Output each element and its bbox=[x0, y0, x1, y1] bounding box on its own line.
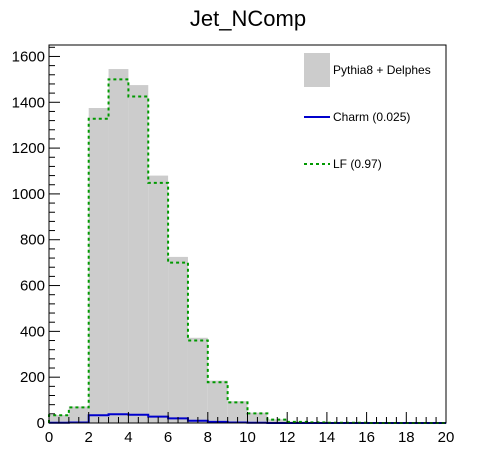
legend-label: Pythia8 + Delphes bbox=[333, 63, 431, 77]
x-tick-label: 2 bbox=[85, 429, 93, 446]
y-tick-label: 200 bbox=[20, 369, 45, 386]
x-tick-label: 8 bbox=[204, 429, 212, 446]
bar-pythia8-bin-3 bbox=[109, 69, 129, 423]
bar-pythia8-bin-6 bbox=[168, 257, 188, 423]
x-tick-label: 6 bbox=[164, 429, 172, 446]
bar-pythia8-bin-7 bbox=[188, 338, 208, 423]
y-tick-label: 0 bbox=[37, 415, 45, 432]
legend: Pythia8 + Delphes Charm (0.025) LF (0.97) bbox=[304, 53, 431, 171]
bar-pythia8-bin-2 bbox=[89, 108, 109, 423]
y-tick-label: 1000 bbox=[12, 186, 45, 203]
bar-pythia8-bin-5 bbox=[148, 176, 168, 423]
axes: 0 2 4 6 8 10 12 14 16 18 2002004006008001000120014… bbox=[12, 45, 455, 446]
legend-swatch-filled bbox=[304, 53, 330, 87]
bar-pythia8-bin-4 bbox=[128, 85, 148, 423]
chart-title: Jet_NComp bbox=[190, 6, 306, 31]
x-tick-label: 4 bbox=[124, 429, 132, 446]
x-tick-label: 20 bbox=[438, 429, 455, 446]
y-tick-label: 1600 bbox=[12, 48, 45, 65]
x-tick-label: 0 bbox=[45, 429, 53, 446]
y-tick-label: 1400 bbox=[12, 94, 45, 111]
x-tick-label: 12 bbox=[279, 429, 296, 446]
x-tick-label: 10 bbox=[239, 429, 256, 446]
y-tick-label: 1200 bbox=[12, 140, 45, 157]
x-tick-label: 16 bbox=[358, 429, 375, 446]
y-tick-label: 400 bbox=[20, 323, 45, 340]
y-tick-label: 600 bbox=[20, 278, 45, 295]
legend-label: LF (0.97) bbox=[333, 157, 382, 171]
x-tick-label: 14 bbox=[319, 429, 336, 446]
x-tick-label: 18 bbox=[398, 429, 415, 446]
y-tick-label: 800 bbox=[20, 232, 45, 249]
legend-label: Charm (0.025) bbox=[333, 110, 410, 124]
bar-pythia8-bin-8 bbox=[208, 381, 228, 423]
